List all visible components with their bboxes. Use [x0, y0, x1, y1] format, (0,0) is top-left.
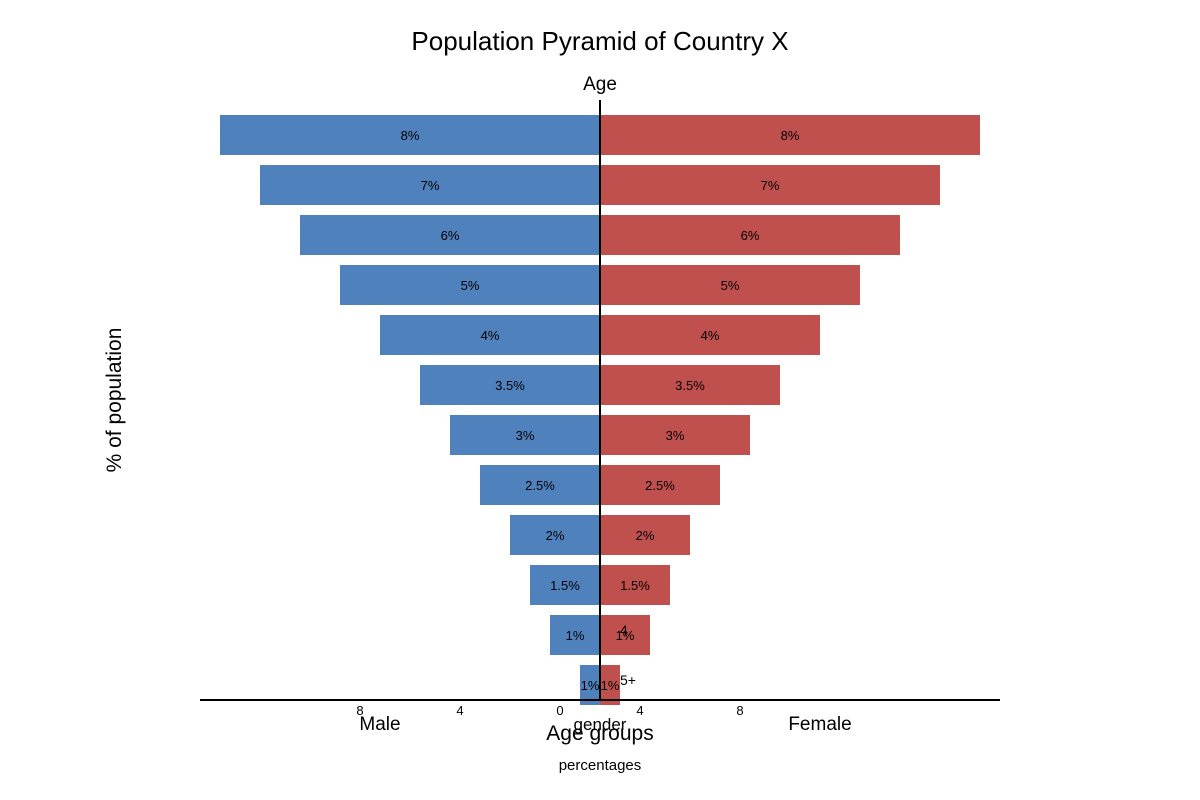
male-bar [340, 265, 600, 305]
female-bar-value-label: 1% [616, 628, 635, 643]
x-tick-label: 8 [736, 703, 743, 718]
male-bar [530, 565, 600, 605]
female-bar-value-label: 2.5% [645, 478, 675, 493]
female-bar [600, 565, 670, 605]
male-bar [450, 415, 600, 455]
female-bar-value-label: 2% [636, 528, 655, 543]
female-bar [600, 465, 720, 505]
female-bar-value-label: 6% [741, 228, 760, 243]
female-bar [600, 365, 780, 405]
center-axis-label: Age [583, 74, 617, 95]
x-tick-label: 4 [456, 703, 463, 718]
x-axis-label: Age groups [546, 722, 653, 745]
bottom-caption: percentages [559, 757, 642, 774]
male-bar-value-label: 6% [441, 228, 460, 243]
y-axis-label: % of population [103, 328, 126, 473]
male-bar-value-label: 1.5% [550, 578, 580, 593]
male-bar-value-label: 2.5% [525, 478, 555, 493]
female-bar [600, 265, 860, 305]
female-bar [600, 165, 940, 205]
male-bar-value-label: 1% [581, 678, 600, 693]
female-bar [600, 615, 650, 655]
female-bar [600, 515, 690, 555]
male-bar [580, 665, 600, 705]
female-bar-value-label: 1% [601, 678, 620, 693]
male-bar-value-label: 5% [461, 278, 480, 293]
female-bar [600, 665, 620, 705]
female-bar-value-label: 4% [701, 328, 720, 343]
female-bar-value-label: 1.5% [620, 578, 650, 593]
x-tick-label: 0 [556, 703, 563, 718]
male-bar [300, 215, 600, 255]
x-ticks-layer: 8 4 0 4 8 [356, 703, 743, 718]
female-bar [600, 315, 820, 355]
male-bar-value-label: 2% [546, 528, 565, 543]
age-group-label: 4 [620, 622, 628, 638]
legend-male-label: Male [359, 714, 400, 735]
female-bar [600, 215, 900, 255]
male-bar-value-label: 8% [401, 128, 420, 143]
female-bar-value-label: 7% [761, 178, 780, 193]
bar-labels-layer: 8% 8% 7% 7% 6% 6% 5% 5% 4% 4% 3.5% 3.5% 3% 3% 2.5% 2.5%… [401, 128, 800, 693]
male-bar [550, 615, 600, 655]
male-bar-value-label: 4% [481, 328, 500, 343]
x-tick-label: 8 [356, 703, 363, 718]
female-bar-value-label: 3.5% [675, 378, 705, 393]
male-bar [380, 315, 600, 355]
male-bar-value-label: 1% [566, 628, 585, 643]
male-bar [420, 365, 600, 405]
female-bar [600, 415, 750, 455]
legend-female-label: Female [788, 714, 851, 735]
male-bar-value-label: 3% [516, 428, 535, 443]
bars-layer [220, 115, 980, 705]
male-bar [480, 465, 600, 505]
male-bar-value-label: 3.5% [495, 378, 525, 393]
female-bar-value-label: 3% [666, 428, 685, 443]
female-bar-value-label: 5% [721, 278, 740, 293]
legend-title: gender [574, 715, 627, 734]
x-tick-label: 4 [636, 703, 643, 718]
chart-title: Population Pyramid of Country X [411, 26, 788, 56]
male-bar-value-label: 7% [421, 178, 440, 193]
female-bar-value-label: 8% [781, 128, 800, 143]
female-bar [600, 115, 980, 155]
male-bar [220, 115, 600, 155]
male-bar [260, 165, 600, 205]
male-bar [510, 515, 600, 555]
age-group-label: 5+ [620, 672, 636, 688]
